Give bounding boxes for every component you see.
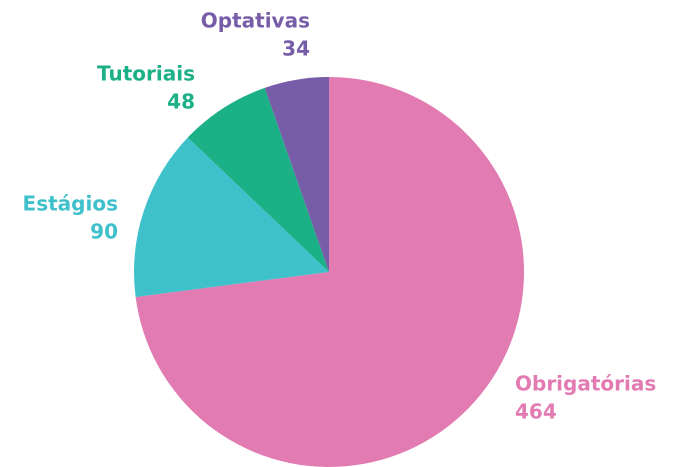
pie-slice [187,87,329,273]
pie-slice [133,137,329,297]
slice-label: Optativas [201,9,310,33]
slice-value: 90 [90,220,118,244]
slice-label: Obrigatórias [515,372,656,396]
slice-value: 34 [282,37,310,61]
pie-slice [135,77,525,467]
slice-label: Estágios [23,192,118,216]
slice-label: Tutoriais [97,62,195,86]
slice-value: 48 [167,90,195,114]
slice-value: 464 [515,400,557,424]
pie-slice [264,77,329,272]
